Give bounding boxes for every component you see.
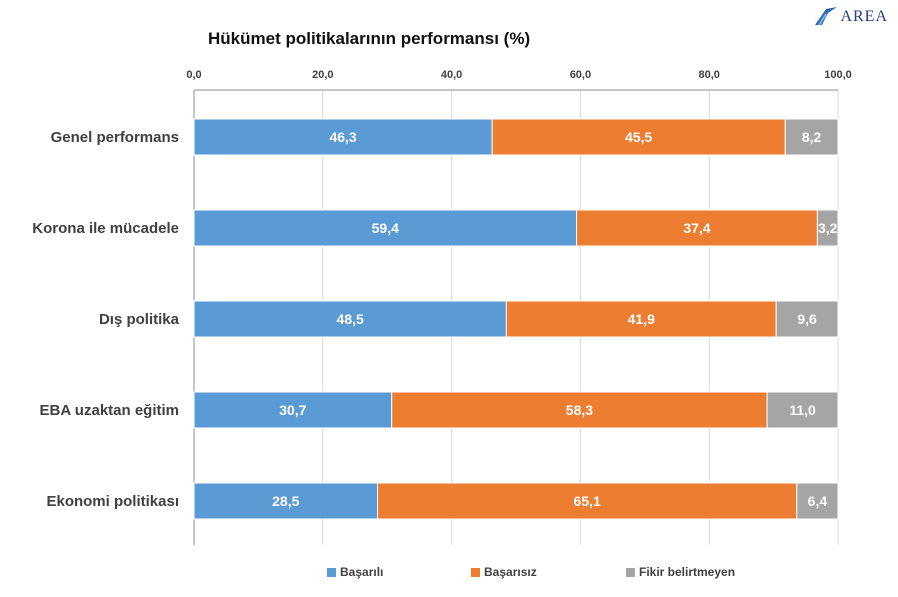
x-tick-label: 60,0 [570,69,591,81]
bar-segment [193,118,493,156]
legend-item: Başarısız [471,565,537,579]
data-label: 30,7 [279,402,306,418]
legend-swatch [471,567,480,577]
data-label: 59,4 [372,220,399,236]
category-label: Dış politika [99,311,180,328]
bar-segment [816,209,839,247]
bar-segment [193,391,393,429]
data-label: 48,5 [337,311,364,327]
data-label: 9,6 [797,311,817,327]
data-label: 3,2 [818,220,838,236]
data-label: 6,4 [808,493,828,509]
logo-text: AREA [840,8,888,25]
category-label: Korona ile mücadele [32,220,179,237]
bar-segment [505,300,777,338]
bar-segment [193,300,507,338]
legend-label: Fikir belirtmeyen [639,565,736,579]
legend-item: Fikir belirtmeyen [626,565,735,579]
bar-segment [796,482,839,520]
data-label: 37,4 [683,220,710,236]
x-tick-label: 40,0 [441,69,462,81]
data-label: 58,3 [566,402,593,418]
bar-segment [193,209,578,247]
bar-segment [784,118,839,156]
x-tick-label: 20,0 [312,69,333,81]
data-label: 8,2 [802,129,822,145]
bar-segment [377,482,798,520]
x-tick-label: 80,0 [698,69,719,81]
x-tick-label: 100,0 [824,69,852,81]
data-label: 11,0 [789,402,816,418]
data-label: 46,3 [329,129,356,145]
bar-segment [391,391,768,429]
data-label: 41,9 [628,311,655,327]
bar-segment [576,209,818,247]
category-label: EBA uzaktan eğitim [40,402,179,419]
legend-label: Başarısız [484,565,537,579]
bar-segment [766,391,839,429]
legend-label: Başarılı [340,565,384,579]
data-label: 28,5 [272,493,299,509]
chart-legend: Başarılı Başarısız Fikir belirtmeyen [0,565,898,581]
data-label: 65,1 [574,493,601,509]
data-label: 45,5 [625,129,652,145]
bar-segment [491,118,786,156]
category-label: Ekonomi politikası [46,493,179,510]
legend-swatch [327,567,336,577]
area-logo: AREA [813,2,888,26]
category-label: Genel performans [51,129,179,146]
bar-segment [775,300,839,338]
x-tick-label: 0,0 [186,69,201,81]
bar-segment [193,482,379,520]
chart-title: Hükümet politikalarının performansı (%) [208,29,531,48]
legend-item: Başarılı [327,565,383,579]
legend-swatch [626,567,635,577]
logo-bird-icon [815,7,838,26]
